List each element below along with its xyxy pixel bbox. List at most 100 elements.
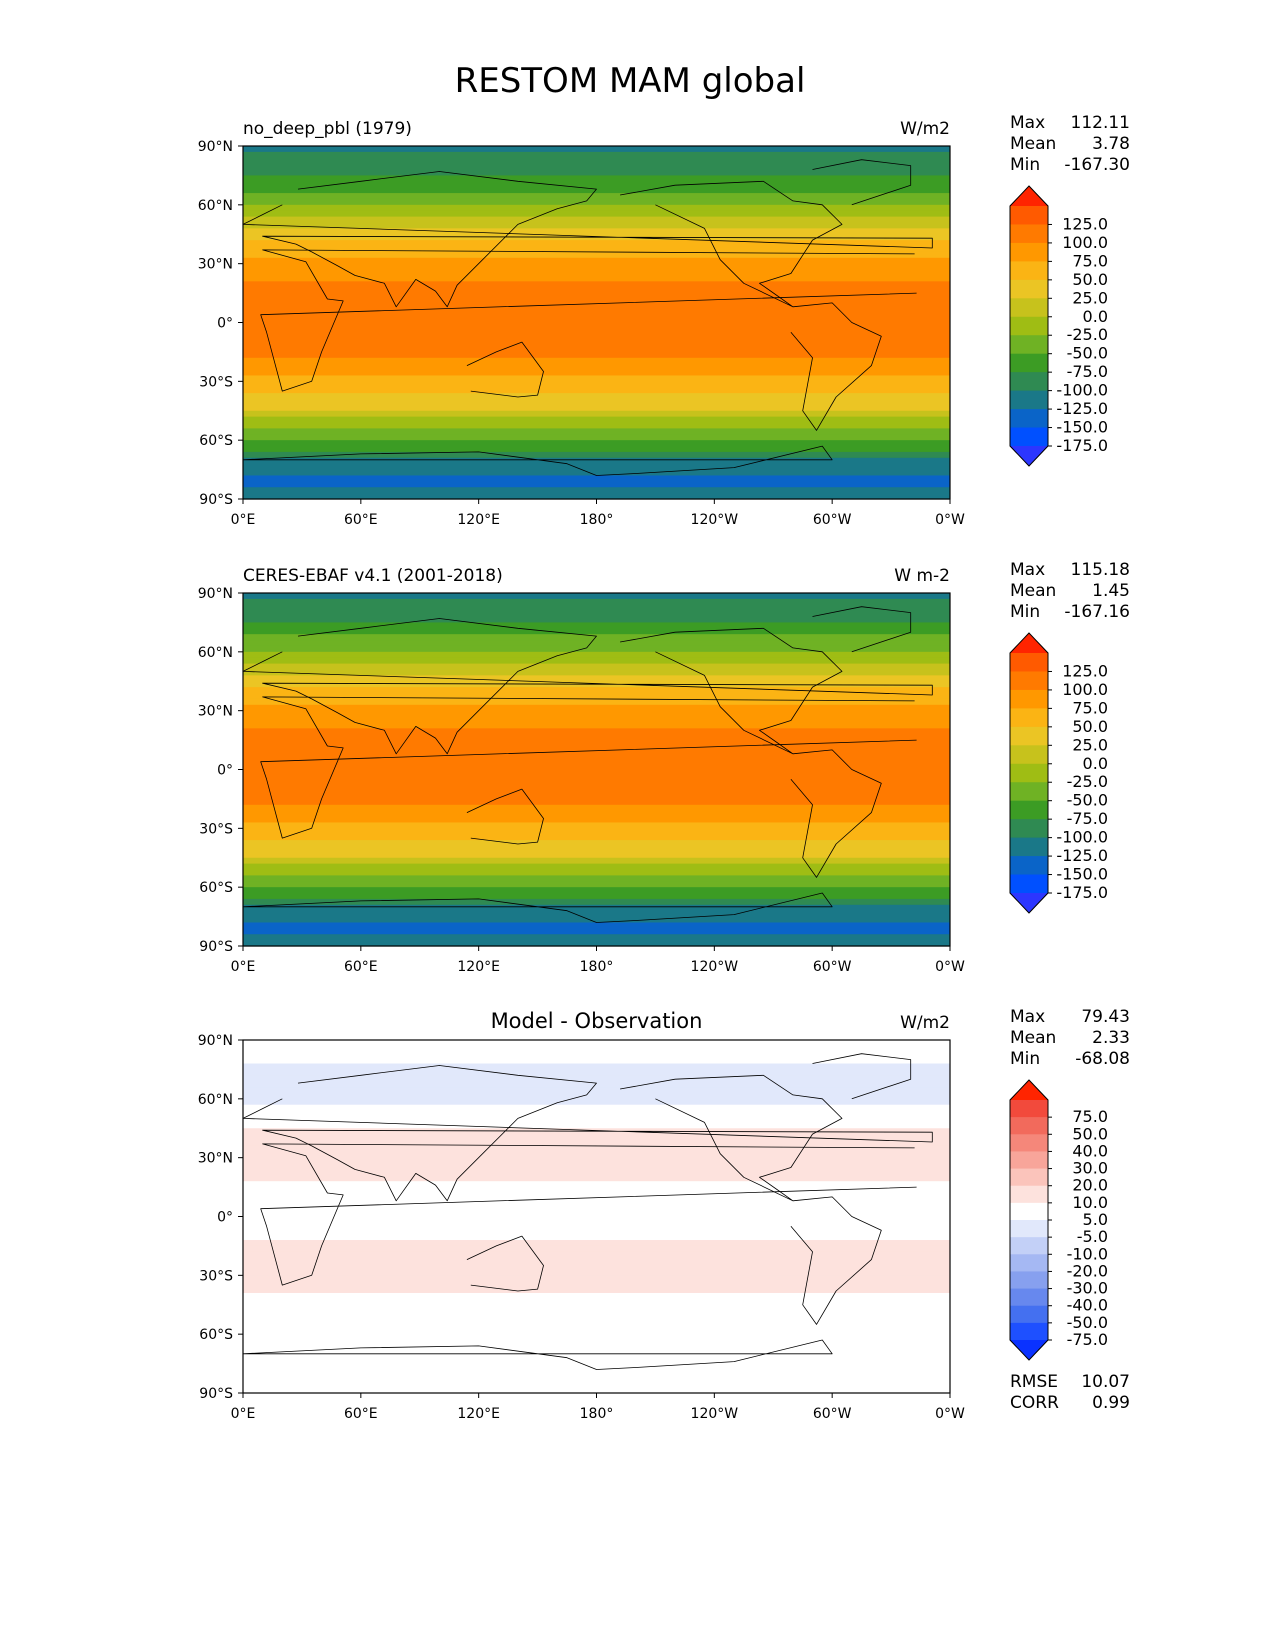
lat-band	[243, 887, 950, 894]
x-tick-label: 0°E	[231, 1406, 256, 1422]
colorbar-extend-bottom	[1010, 1340, 1048, 1360]
lat-band	[243, 628, 950, 635]
stat-label: Mean	[1010, 134, 1056, 154]
lat-band	[243, 1040, 950, 1047]
panel-reference: CERES-EBAF v4.1 (2001-2018) W m-2 0°E 60°E 1…	[198, 560, 1130, 975]
panel-title: CERES-EBAF v4.1 (2001-2018)	[243, 566, 503, 586]
lat-band	[243, 410, 950, 418]
lat-band	[243, 1163, 950, 1171]
lat-band	[243, 610, 950, 618]
units-label: W/m2	[900, 1013, 950, 1033]
lat-band	[243, 793, 950, 800]
colorbar-segment	[1010, 409, 1048, 429]
coastline	[790, 1196, 882, 1325]
lat-band	[243, 1234, 950, 1241]
colorbar: 75.050.040.030.020.010.05.0-5.0-10.0-20.…	[1009, 1079, 1108, 1361]
lat-band	[243, 287, 950, 294]
colorbar-segment	[1010, 763, 1048, 783]
lat-band	[243, 1081, 950, 1088]
units-label: W/m2	[900, 119, 950, 139]
lat-band	[243, 1192, 950, 1200]
coastline	[790, 749, 882, 878]
lat-band	[243, 928, 950, 935]
colorbar-segment	[1010, 874, 1048, 894]
lat-band	[243, 1357, 950, 1365]
colorbar: 125.0100.075.050.025.00.0-25.0-50.0-75.0…	[1009, 185, 1108, 467]
lat-band	[243, 734, 950, 741]
colorbar-tick-label: 75.0	[1072, 698, 1108, 717]
panels: no_deep_pbl (1979) W/m2 0°E 60°E 120°E 180° 12…	[198, 113, 1130, 1422]
lat-band	[243, 728, 950, 735]
x-tick-label: 60°W	[813, 1406, 852, 1422]
colorbar-segment	[1010, 1271, 1048, 1290]
x-tick-label: 0°E	[231, 512, 256, 528]
lat-band	[243, 1087, 950, 1094]
lat-band	[243, 1387, 950, 1394]
colorbar-tick-label: -75.0	[1067, 362, 1108, 381]
y-tick-label: 60°S	[199, 433, 233, 449]
lat-band	[243, 1122, 950, 1129]
lat-band	[243, 1275, 950, 1282]
lat-band	[243, 763, 950, 771]
lat-band	[243, 163, 950, 171]
lat-band	[243, 393, 950, 400]
lat-band	[243, 787, 950, 794]
colorbar-tick-label: 75.0	[1072, 1107, 1108, 1126]
coastline	[620, 627, 843, 755]
coastline	[466, 341, 544, 398]
colorbar-segment	[1010, 298, 1048, 318]
coastline	[242, 618, 933, 755]
lat-band	[243, 816, 950, 824]
lat-band	[243, 1316, 950, 1323]
lat-band	[243, 1328, 950, 1335]
lat-band	[243, 1228, 950, 1235]
y-tick-label: 90°S	[199, 492, 233, 508]
lat-band	[243, 1069, 950, 1076]
colorbar-segment	[1010, 671, 1048, 691]
lat-band	[243, 1134, 950, 1141]
stat-label: Mean	[1010, 1028, 1056, 1048]
x-tick-label: 120°W	[691, 512, 739, 528]
coastline	[260, 249, 917, 392]
y-tick-label: 30°N	[198, 704, 233, 720]
y-tick-label: 30°N	[198, 257, 233, 273]
colorbar-segment	[1010, 1185, 1048, 1204]
coastline	[620, 180, 843, 308]
colorbar-tick-label: -175.0	[1056, 883, 1108, 902]
lat-band	[243, 851, 950, 859]
map-field	[242, 593, 950, 947]
lat-band	[243, 381, 950, 388]
figure-title: RESTOM MAM global	[455, 61, 806, 101]
lat-band	[243, 1116, 950, 1123]
x-tick-label: 60°E	[344, 1406, 378, 1422]
colorbar-tick-label: 50.0	[1072, 270, 1108, 289]
units-label: W m-2	[894, 566, 950, 586]
lat-band	[243, 1310, 950, 1318]
y-tick-label: 30°N	[198, 1151, 233, 1167]
lat-band	[243, 493, 950, 500]
lat-band	[243, 640, 950, 647]
lat-band	[243, 840, 950, 847]
lat-band	[243, 722, 950, 729]
colorbar-tick-label: 0.0	[1083, 307, 1108, 326]
lat-band	[243, 940, 950, 947]
lat-band	[243, 704, 950, 712]
lat-band	[243, 863, 950, 871]
lat-band	[243, 675, 950, 682]
coastline	[260, 1143, 917, 1286]
lat-band	[243, 898, 950, 906]
lat-band	[243, 1175, 950, 1182]
lat-band	[243, 398, 950, 406]
y-tick-label: 30°S	[199, 374, 233, 390]
stat-label: Mean	[1010, 581, 1056, 601]
y-tick-label: 0°	[217, 763, 233, 779]
lat-band	[243, 845, 950, 853]
lat-band	[243, 1169, 950, 1176]
colorbar-segment	[1010, 708, 1048, 728]
colorbar-segment	[1010, 1151, 1048, 1170]
lat-band	[243, 216, 950, 224]
lat-band	[243, 1245, 950, 1253]
lat-band	[243, 446, 950, 453]
colorbar-tick-label: 25.0	[1072, 735, 1108, 754]
lat-band	[243, 1351, 950, 1359]
